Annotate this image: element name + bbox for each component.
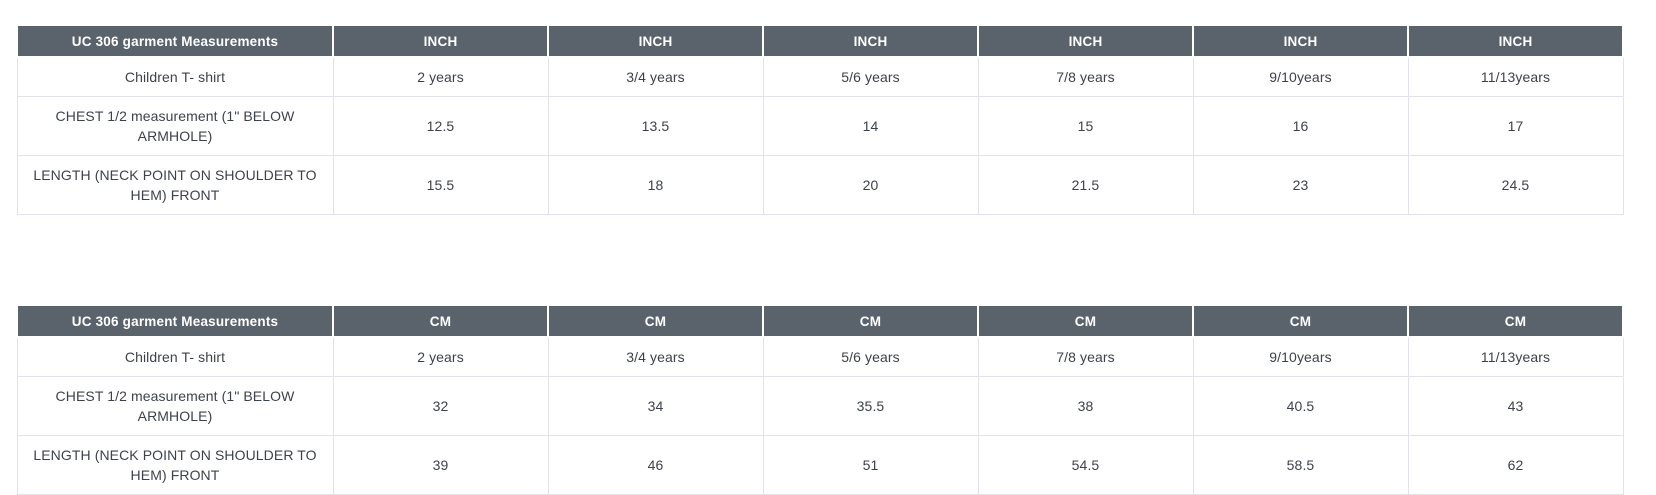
header-row: UC 306 garment Measurements CM CM CM CM …	[16, 304, 1624, 338]
measurement-value: 38	[977, 376, 1194, 436]
measurement-value: 34	[547, 376, 764, 436]
unit-header: INCH	[1192, 24, 1409, 58]
unit-header: CM	[1407, 304, 1624, 338]
size-cell: 5/6 years	[762, 56, 979, 97]
measurement-value: 14	[762, 96, 979, 156]
unit-header: CM	[1192, 304, 1409, 338]
size-cell: 2 years	[332, 56, 549, 97]
size-cell: 3/4 years	[547, 336, 764, 377]
unit-header: INCH	[977, 24, 1194, 58]
measurement-value: 39	[332, 435, 549, 495]
measurement-value: 13.5	[547, 96, 764, 156]
measurement-value: 12.5	[332, 96, 549, 156]
measurement-value: 62	[1407, 435, 1624, 495]
measurement-label: CHEST 1/2 measurement (1" BELOW ARMHOLE)	[16, 96, 334, 156]
measurement-label: LENGTH (NECK POINT ON SHOULDER TO HEM) F…	[16, 435, 334, 495]
header-row: UC 306 garment Measurements INCH INCH IN…	[16, 24, 1624, 58]
measurement-value: 18	[547, 155, 764, 215]
measurement-label: LENGTH (NECK POINT ON SHOULDER TO HEM) F…	[16, 155, 334, 215]
measurement-value: 24.5	[1407, 155, 1624, 215]
unit-header: INCH	[762, 24, 979, 58]
measurement-row-length: LENGTH (NECK POINT ON SHOULDER TO HEM) F…	[16, 435, 1624, 495]
size-chart-table-inch: UC 306 garment Measurements INCH INCH IN…	[16, 24, 1624, 215]
size-cell: 9/10years	[1192, 56, 1409, 97]
size-cell: 11/13years	[1407, 56, 1624, 97]
measurement-value: 32	[332, 376, 549, 436]
unit-header: INCH	[332, 24, 549, 58]
measurement-value: 21.5	[977, 155, 1194, 215]
size-cell: 9/10years	[1192, 336, 1409, 377]
size-cell: 5/6 years	[762, 336, 979, 377]
measurement-row-length: LENGTH (NECK POINT ON SHOULDER TO HEM) F…	[16, 155, 1624, 215]
measurement-value: 40.5	[1192, 376, 1409, 436]
measurement-value: 51	[762, 435, 979, 495]
unit-header: INCH	[1407, 24, 1624, 58]
measurement-row-chest: CHEST 1/2 measurement (1" BELOW ARMHOLE)…	[16, 96, 1624, 156]
measurement-value: 54.5	[977, 435, 1194, 495]
measurement-value: 43	[1407, 376, 1624, 436]
size-cell: 7/8 years	[977, 336, 1194, 377]
measurement-value: 17	[1407, 96, 1624, 156]
measurement-value: 15	[977, 96, 1194, 156]
unit-header: CM	[762, 304, 979, 338]
measurement-value: 15.5	[332, 155, 549, 215]
measurement-value: 35.5	[762, 376, 979, 436]
size-cell: 2 years	[332, 336, 549, 377]
size-cell: 7/8 years	[977, 56, 1194, 97]
size-cell: 3/4 years	[547, 56, 764, 97]
table-subtitle: Children T- shirt	[16, 56, 334, 97]
measurement-label: CHEST 1/2 measurement (1" BELOW ARMHOLE)	[16, 376, 334, 436]
sizes-row: Children T- shirt 2 years 3/4 years 5/6 …	[16, 336, 1624, 377]
unit-header: INCH	[547, 24, 764, 58]
unit-header: CM	[332, 304, 549, 338]
size-chart-tables: UC 306 garment Measurements INCH INCH IN…	[16, 24, 1624, 495]
unit-header: CM	[547, 304, 764, 338]
table-title: UC 306 garment Measurements	[16, 304, 334, 338]
size-chart-table-cm: UC 306 garment Measurements CM CM CM CM …	[16, 304, 1624, 495]
measurement-value: 23	[1192, 155, 1409, 215]
table-title: UC 306 garment Measurements	[16, 24, 334, 58]
measurement-row-chest: CHEST 1/2 measurement (1" BELOW ARMHOLE)…	[16, 376, 1624, 436]
table-subtitle: Children T- shirt	[16, 336, 334, 377]
measurement-value: 16	[1192, 96, 1409, 156]
measurement-value: 58.5	[1192, 435, 1409, 495]
measurement-value: 46	[547, 435, 764, 495]
unit-header: CM	[977, 304, 1194, 338]
size-cell: 11/13years	[1407, 336, 1624, 377]
sizes-row: Children T- shirt 2 years 3/4 years 5/6 …	[16, 56, 1624, 97]
measurement-value: 20	[762, 155, 979, 215]
